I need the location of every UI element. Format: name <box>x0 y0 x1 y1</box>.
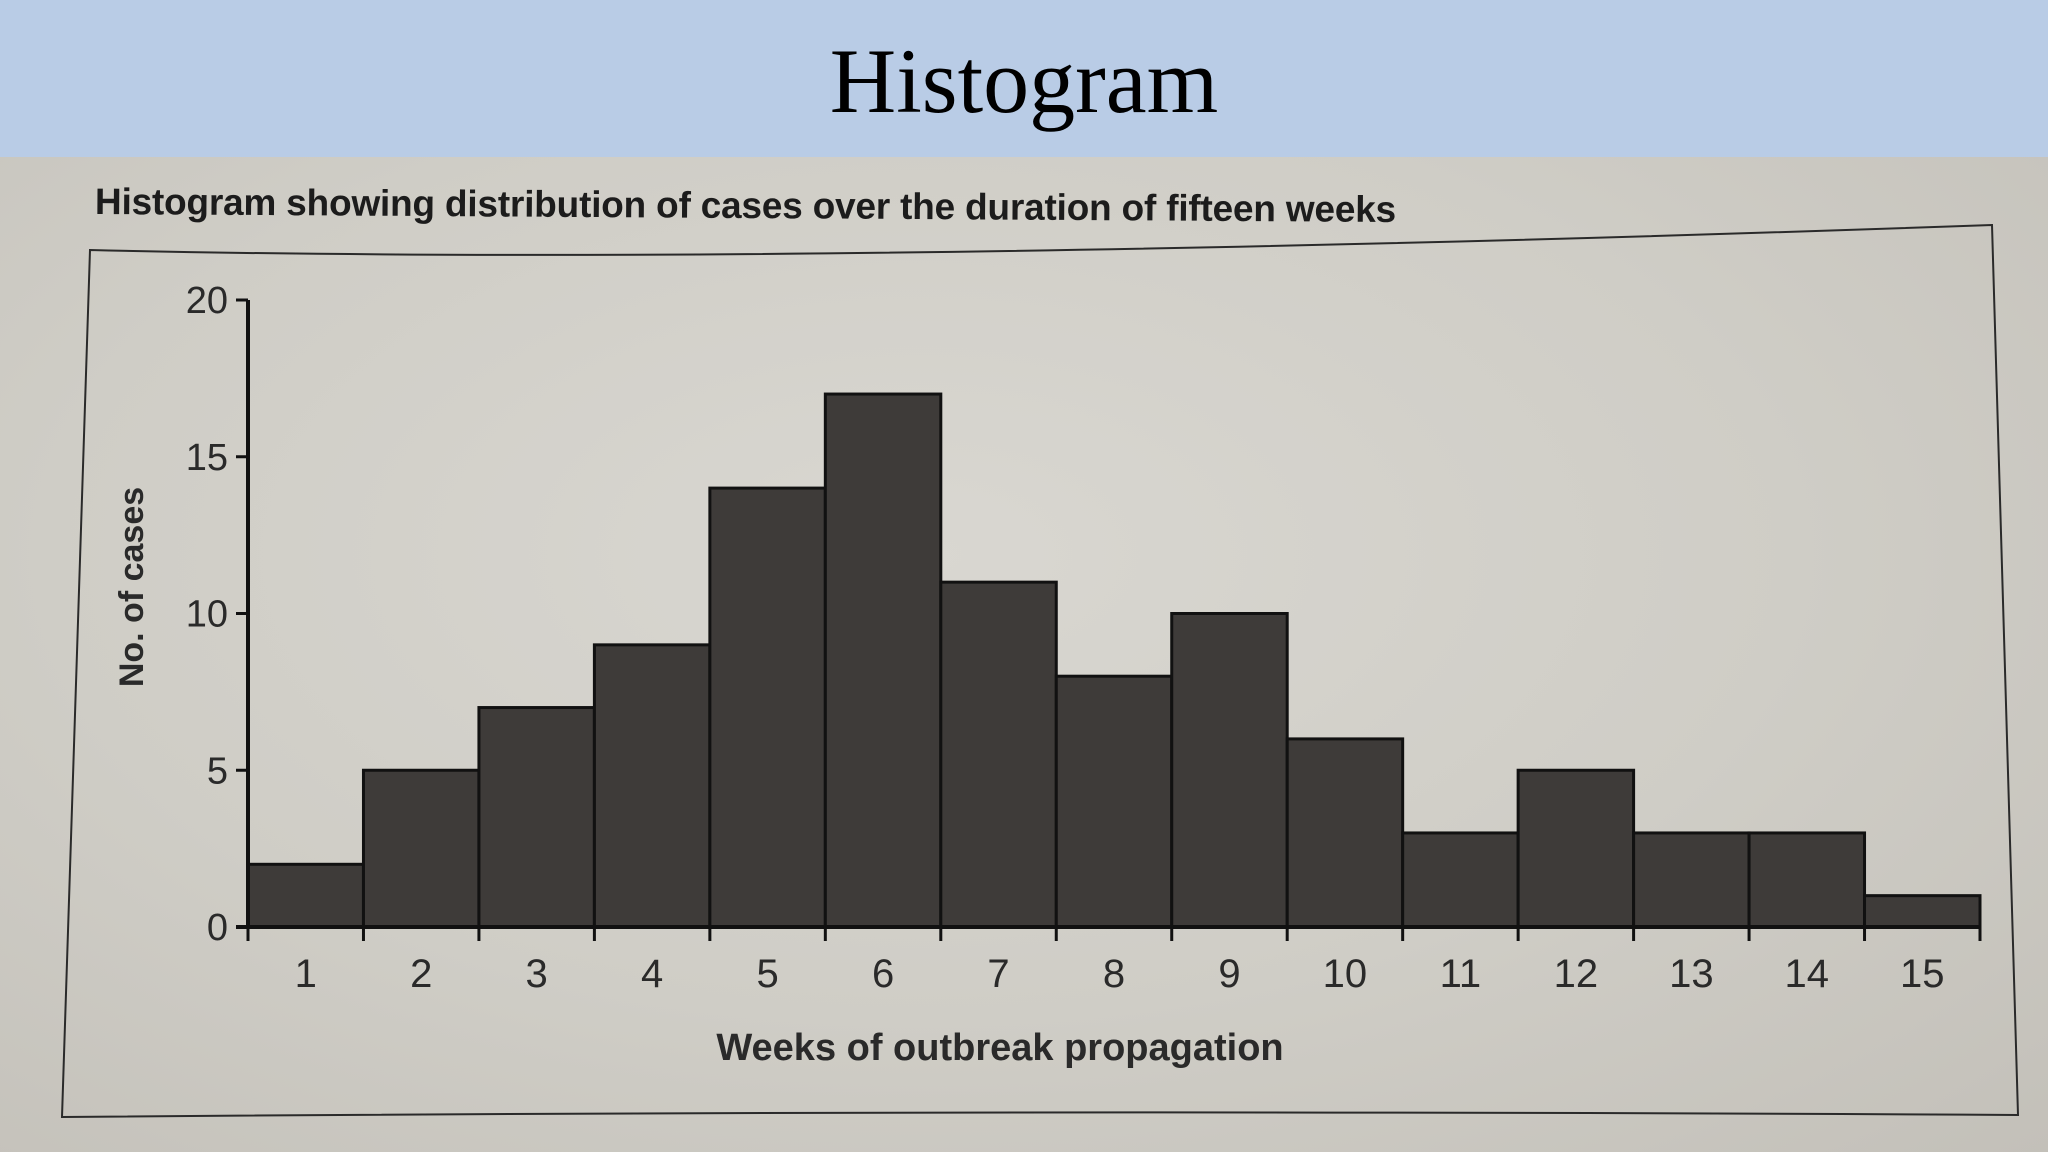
x-tick-label: 6 <box>872 952 894 996</box>
histogram-bar <box>823 392 943 929</box>
slide-title: Histogram <box>829 30 1219 132</box>
x-tick-label: 3 <box>526 952 548 996</box>
x-tick-label: 13 <box>1669 952 1714 996</box>
x-tick-label: 1 <box>295 952 317 996</box>
y-tick-label: 10 <box>186 594 228 636</box>
x-tick-label: 8 <box>1103 952 1125 996</box>
y-axis-label: No. of cases <box>113 487 151 687</box>
x-tick-label: 5 <box>756 952 778 996</box>
histogram-bar <box>708 486 827 929</box>
histogram-bar <box>1632 831 1751 929</box>
histogram-bar <box>1054 674 1174 929</box>
histogram-bar <box>477 706 596 929</box>
x-tick-label: 12 <box>1554 952 1599 996</box>
histogram-bar <box>939 580 1058 929</box>
x-axis-label: Weeks of outbreak propagation <box>716 1027 1283 1069</box>
x-tick-label: 9 <box>1218 952 1240 996</box>
chart-frame <box>60 223 2020 1119</box>
x-tick-label: 4 <box>641 952 663 996</box>
x-tick-label: 15 <box>1900 952 1945 996</box>
x-tick-label: 2 <box>410 952 432 996</box>
histogram-bar <box>361 768 481 929</box>
histogram-bar <box>246 862 365 929</box>
x-tick-label: 14 <box>1785 952 1830 996</box>
histogram-bar <box>1285 737 1405 929</box>
y-tick-label: 20 <box>186 280 228 322</box>
y-tick-label: 15 <box>186 437 228 479</box>
y-tick-label: 5 <box>207 750 228 792</box>
histogram-bar <box>1747 831 1867 929</box>
x-tick-label: 7 <box>987 952 1009 996</box>
x-tick-label: 11 <box>1440 952 1482 996</box>
histogram-bar <box>1401 831 1520 929</box>
book-page-photo: Histogram showing distribution of cases … <box>0 157 2048 1152</box>
y-tick-label: 0 <box>207 907 228 949</box>
histogram-bar <box>1863 894 1982 929</box>
x-tick-label: 10 <box>1323 952 1368 996</box>
histogram-bar <box>1170 612 1289 929</box>
histogram-bar <box>592 643 712 929</box>
slide-header: Histogram <box>0 0 2048 157</box>
histogram-bar <box>1516 768 1636 929</box>
